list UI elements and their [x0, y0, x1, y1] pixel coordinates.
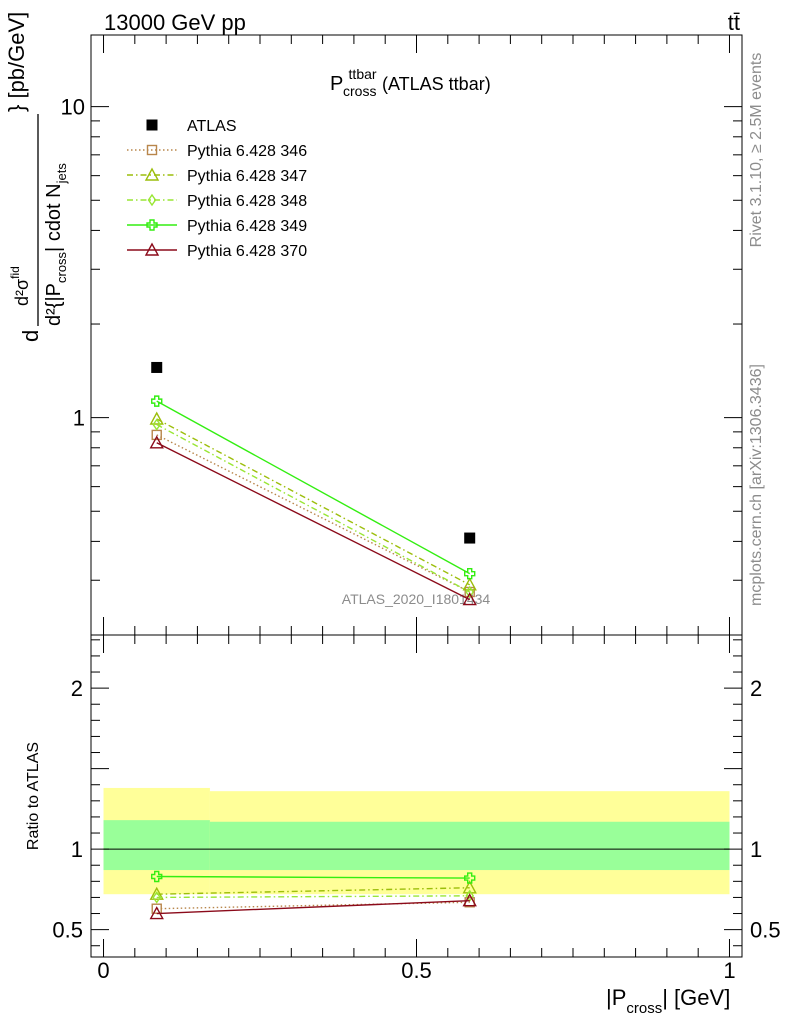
plot-title-sup: ttbar — [349, 66, 377, 82]
x-tick-label: 0 — [97, 958, 109, 983]
legend: ATLAS Pythia 6.428 346 Pythia 6.428 347 Pyt… — [127, 118, 307, 260]
legend-marker-2 — [144, 167, 160, 181]
ylabel-unit: } [pb/GeV] — [4, 12, 29, 112]
plot-title-sub: cross — [343, 83, 376, 99]
legend-marker-3 — [147, 193, 157, 207]
ylabel-den-sub: cross — [54, 251, 69, 283]
x-tick-label: 1 — [723, 958, 735, 983]
legend-label-4: Pythia 6.428 349 — [187, 218, 307, 235]
ratio-y-tick-label-right: 2 — [750, 676, 762, 701]
main-y-tick-label: 1 — [73, 406, 85, 431]
ylabel-d: d — [18, 330, 43, 342]
main-series-0-point-1 — [464, 532, 476, 544]
ratio-series-layer — [149, 870, 477, 920]
legend-marker-1 — [146, 144, 158, 156]
legend-item-2: Pythia 6.428 347 — [127, 167, 307, 185]
legend-item-1: Pythia 6.428 346 — [127, 143, 307, 160]
ratio-series-3-line — [156, 875, 470, 879]
ratio-series-3-point-1 — [464, 872, 476, 884]
band-inner-1 — [209, 821, 730, 871]
ylabel-den-mid: | cdot N — [43, 183, 65, 252]
xlabel-post: | [GeV] — [662, 985, 730, 1010]
legend-marker-4 — [146, 219, 158, 231]
legend-marker-0 — [146, 119, 158, 131]
ylabel-num-sup: fid — [8, 266, 22, 279]
header-process: 13000 GeV pp — [104, 10, 246, 35]
ratio-series-4-line — [156, 899, 470, 915]
main-series-3-point-1 — [465, 585, 475, 599]
ratio-series-2-line — [156, 895, 470, 899]
xlabel-pre: |P — [606, 985, 626, 1010]
main-series-3-point-0 — [152, 418, 162, 431]
main-y-tick-label: 10 — [61, 95, 85, 120]
ylabel-denominator: d²{|Pcross| cdot Njets — [43, 163, 69, 326]
ratio-series-1-point-0 — [149, 886, 164, 900]
ratio-y-axis-label: Ratio to ATLAS — [25, 742, 42, 850]
main-series-4-point-0 — [151, 395, 163, 407]
ratio-series-4-point-0 — [149, 906, 164, 920]
xlabel-sub: cross — [626, 1000, 662, 1017]
legend-item-4: Pythia 6.428 349 — [127, 218, 307, 235]
ylabel-den-sub2: jets — [54, 163, 69, 185]
main-series-1-line — [156, 434, 471, 593]
analysis-watermark: ATLAS_2020_I1801434 — [342, 591, 491, 607]
plot-title-suffix: (ATLAS ttbar) — [382, 74, 491, 94]
legend-item-3: Pythia 6.428 348 — [127, 193, 307, 210]
main-series-5-point-0 — [149, 435, 164, 449]
legend-label-2: Pythia 6.428 347 — [187, 168, 307, 185]
main-series-5-point-1 — [462, 592, 477, 606]
main-series-5-line — [156, 442, 471, 601]
ratio-y-tick-label-right: 0.5 — [750, 918, 781, 943]
legend-label-3: Pythia 6.428 348 — [187, 193, 307, 210]
plot-title: P ttbar — [330, 66, 377, 95]
main-series-0-point-0 — [151, 361, 163, 373]
axis-tick-labels: 1 10 0.5 0.5 1 1 2 2 0 0.5 1 — [52, 95, 780, 983]
main-series-2-line — [156, 418, 471, 586]
side-rivet-label: Rivet 3.1.10, ≥ 2.5M events — [748, 53, 765, 248]
main-series-4-point-1 — [464, 567, 476, 580]
ratio-series-2-point-0 — [152, 891, 162, 904]
x-axis-label: |Pcross| [GeV] — [606, 985, 730, 1017]
main-series-4-line — [156, 400, 471, 575]
ratio-y-tick-label-left: 1 — [71, 837, 83, 862]
ratio-series-1-point-1 — [462, 880, 477, 894]
main-series-3-line — [156, 423, 471, 593]
axis-ticks — [91, 35, 742, 957]
ylabel-numerator: d²σfid — [8, 266, 32, 306]
legend-marker-5 — [144, 242, 160, 256]
ratio-y-tick-label-left: 0.5 — [52, 918, 83, 943]
ratio-y-tick-label-right: 1 — [750, 837, 762, 862]
ratio-series-1-line — [156, 887, 470, 895]
main-series-2-point-1 — [462, 577, 477, 591]
legend-label-1: Pythia 6.428 346 — [187, 143, 307, 160]
band-inner-0 — [103, 820, 210, 871]
main-y-axis-label: d d²σfid d²{|Pcross| cdot Njets } [pb/Ge… — [4, 12, 69, 342]
plot-title-main: P — [330, 73, 343, 95]
x-tick-label: 0.5 — [401, 958, 432, 983]
legend-label-5: Pythia 6.428 370 — [187, 243, 307, 260]
ratio-series-4-point-1 — [462, 893, 477, 907]
ratio-y-tick-label-left: 2 — [71, 676, 83, 701]
ratio-series-3-point-0 — [151, 870, 163, 883]
ylabel-den: d²{|P — [43, 283, 65, 326]
ratio-uncertainty-bands — [103, 787, 730, 895]
legend-label-0: ATLAS — [187, 118, 237, 135]
legend-item-5: Pythia 6.428 370 — [127, 242, 307, 260]
header-channel: tt̄ — [728, 10, 740, 35]
legend-item-0: ATLAS — [146, 118, 237, 135]
main-series-layer — [149, 361, 477, 606]
ylabel-num: d²σ — [12, 279, 32, 306]
side-mcplots-label: mcplots.cern.ch [arXiv:1306.3436] — [748, 364, 765, 606]
main-series-2-point-0 — [149, 411, 164, 425]
